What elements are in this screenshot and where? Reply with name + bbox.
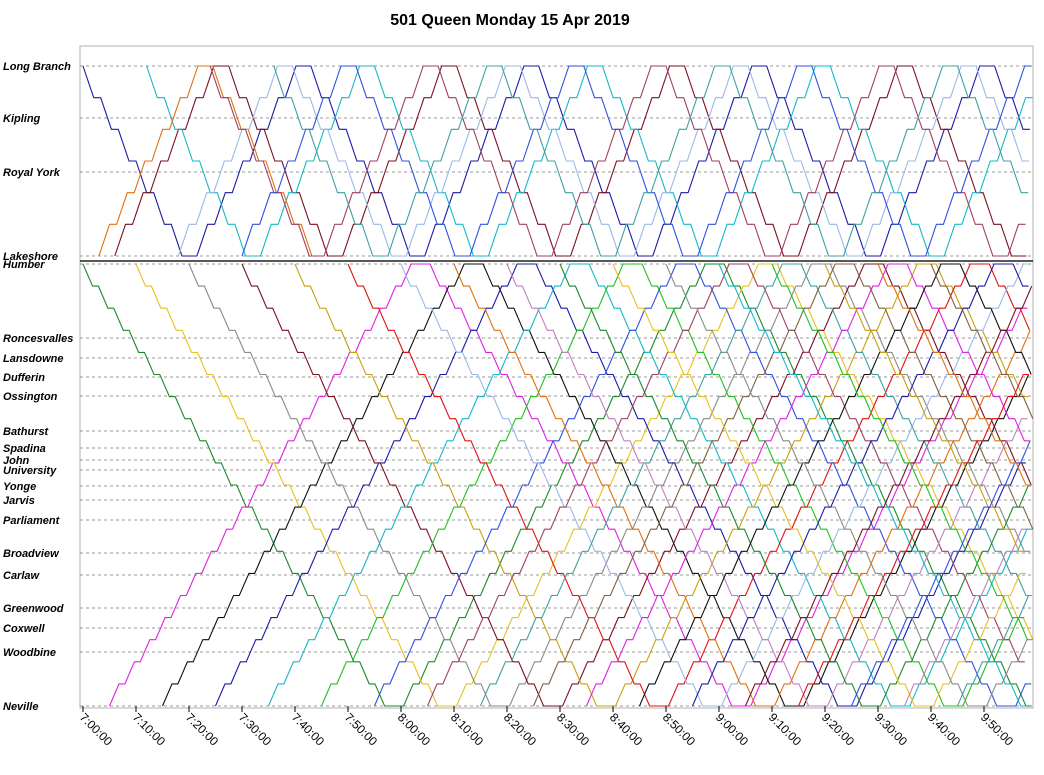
trip-series-2 [114, 65, 1027, 257]
trip-series-18 [320, 263, 1025, 707]
stop-labels: Long Branch Kipling Royal York LakeshoreHum… [3, 61, 73, 713]
stop-label-spadina: Spadina [3, 443, 46, 455]
trip-series-9 [82, 263, 1032, 707]
trip-series-20 [373, 263, 1032, 707]
trip-series-35 [771, 263, 1029, 640]
trip-series-29 [612, 263, 1026, 707]
stop-label-parliament: Parliament [3, 515, 61, 527]
trip-series-14 [214, 263, 1026, 707]
x-tick-label: 9:10:00 [766, 710, 804, 748]
x-tick-label: 9:40:00 [925, 710, 963, 748]
stop-label-kipling: Kipling [3, 113, 41, 125]
trip-series-23 [453, 263, 1031, 707]
stop-label-jarvis: Jarvis [3, 495, 35, 507]
trip-series-11 [135, 263, 1034, 707]
trip-series-34 [744, 285, 1033, 707]
trip-series-38 [850, 440, 1031, 707]
x-tick-label: 8:00:00 [395, 710, 433, 748]
x-tick-label: 8:50:00 [660, 710, 698, 748]
trip-series-7 [241, 65, 1032, 257]
x-tick-label: 7:20:00 [183, 710, 221, 748]
x-tick-label: 7:50:00 [342, 710, 380, 748]
trip-series-33 [718, 263, 1027, 707]
trip-series-32 [691, 263, 1029, 707]
x-tick-label: 8:10:00 [448, 710, 486, 748]
stop-label-lansdowne: Lansdowne [3, 353, 64, 365]
trip-series-16 [267, 263, 1033, 707]
trip-series-4 [98, 65, 319, 257]
stop-label-greenwood: Greenwood [3, 603, 64, 615]
trip-series-3 [146, 65, 1033, 257]
x-tick-label: 9:50:00 [978, 710, 1016, 748]
x-tick-label: 8:30:00 [554, 710, 592, 748]
x-tick-label: 8:40:00 [607, 710, 645, 748]
stop-label-long-branch: Long Branch [3, 61, 71, 73]
trip-series-28 [585, 263, 1031, 707]
trip-series-40 [903, 528, 1028, 707]
stop-label-humber: Humber [3, 259, 45, 271]
stop-label-bathurst: Bathurst [3, 426, 50, 438]
x-tick-label: 7:00:00 [77, 710, 115, 748]
stop-label-dufferin: Dufferin [3, 372, 45, 384]
trip-series-24 [479, 263, 1032, 707]
trip-series-10 [108, 263, 1028, 707]
x-tick-label: 7:10:00 [130, 710, 168, 748]
x-tick-label: 9:20:00 [819, 710, 857, 748]
stop-label-carlaw: Carlaw [3, 570, 41, 582]
trip-series-41 [930, 263, 1034, 419]
stop-label-woodbine: Woodbine [3, 647, 56, 659]
stop-label-yonge: Yonge [3, 481, 36, 493]
stop-label-ossington: Ossington [3, 391, 58, 403]
stop-label-lakeshore: Lakeshore [3, 251, 58, 263]
time-tick-labels: 7:00:00 7:10:00 7:20:00 7:30:00 7:40:00 7:50:… [77, 706, 1016, 749]
x-tick-label: 9:00:00 [713, 710, 751, 748]
trip-series-36 [797, 373, 1029, 707]
x-tick-label: 7:30:00 [236, 710, 274, 748]
stop-label-roncesvalles: Roncesvalles [3, 333, 73, 345]
stop-label-john: John [3, 455, 30, 467]
x-tick-label: 9:30:00 [872, 710, 910, 748]
stop-label-royal-york: Royal York [3, 167, 61, 179]
trip-series-39 [877, 263, 1032, 486]
stop-label-university: University [3, 465, 57, 477]
trip-series-5 [177, 65, 1029, 257]
trip-series [82, 65, 1034, 707]
trip-series-31 [665, 263, 1033, 707]
trip-series-42 [956, 595, 1030, 707]
trip-series-37 [824, 263, 1025, 552]
x-tick-label: 8:20:00 [501, 710, 539, 748]
trip-series-30 [638, 263, 1032, 707]
trip-series-13 [188, 263, 1031, 707]
stop-label-broadview: Broadview [3, 548, 60, 560]
chart-title: 501 Queen Monday 15 Apr 2019 [390, 12, 630, 29]
trip-series-25 [506, 263, 1028, 707]
trip-series-21 [400, 263, 1029, 707]
stop-label-coxwell: Coxwell [3, 623, 46, 635]
x-tick-label: 7:40:00 [289, 710, 327, 748]
trip-series-27 [559, 263, 1030, 707]
trip-series-8 [273, 65, 1029, 257]
stop-label-neville: Neville [3, 701, 38, 713]
